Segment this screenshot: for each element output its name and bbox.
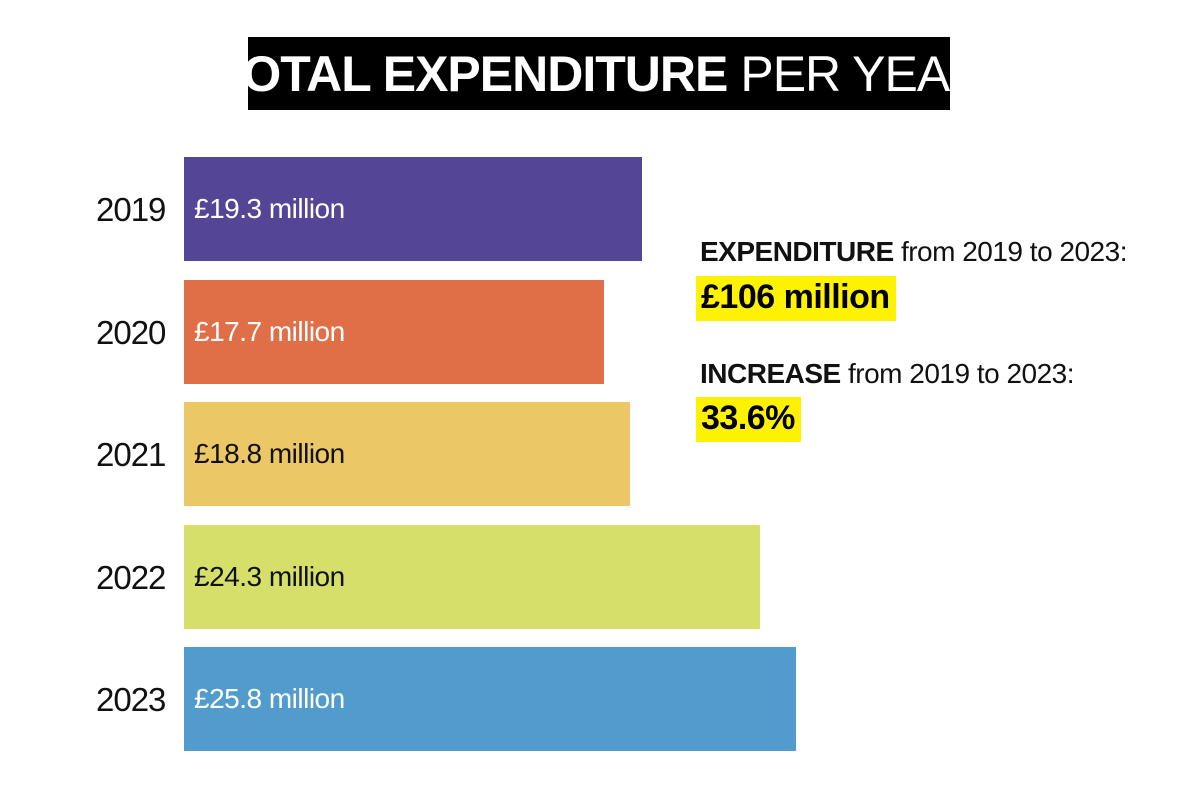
year-label-2022: 2022: [96, 558, 166, 596]
chart-title-bold: TOTAL EXPENDITURE: [213, 45, 729, 102]
year-label-2019: 2019: [96, 191, 166, 228]
increase-stat-label: INCREASE from 2019 to 2023:: [700, 358, 1075, 390]
bar-2021: £18.8 million: [184, 402, 630, 506]
chart-title: TOTAL EXPENDITURE PER YEAR: [214, 37, 985, 110]
chart-title-normal: PER YEAR: [740, 45, 985, 102]
bar-value-label-2023: £25.8 million: [194, 683, 345, 714]
bar-2019: £19.3 million: [184, 157, 642, 261]
bar-2022: £24.3 million: [184, 524, 760, 629]
expenditure-label-rest: from 2019 to 2023:: [900, 236, 1128, 267]
bar-value-label-2020: £17.7 million: [194, 315, 345, 347]
bar-value-label-2019: £19.3 million: [194, 193, 345, 224]
bar-value-label-2021: £18.8 million: [194, 438, 345, 469]
bar-value-label-2022: £24.3 million: [194, 560, 345, 592]
year-label-2021: 2021: [96, 436, 166, 473]
expenditure-stat-label: EXPENDITURE from 2019 to 2023:: [700, 236, 1127, 268]
year-label-2020: 2020: [96, 313, 166, 351]
increase-label-bold: INCREASE: [700, 358, 841, 389]
expenditure-label-bold: EXPENDITURE: [700, 236, 894, 267]
bar-2020: £17.7 million: [184, 279, 604, 384]
expenditure-stat-value: £106 million: [696, 276, 896, 321]
bar-2023: £25.8 million: [184, 647, 796, 751]
increase-label-rest: from 2019 to 2023:: [847, 358, 1075, 389]
increase-stat-value: 33.6%: [696, 397, 801, 442]
year-label-2023: 2023: [96, 681, 166, 718]
